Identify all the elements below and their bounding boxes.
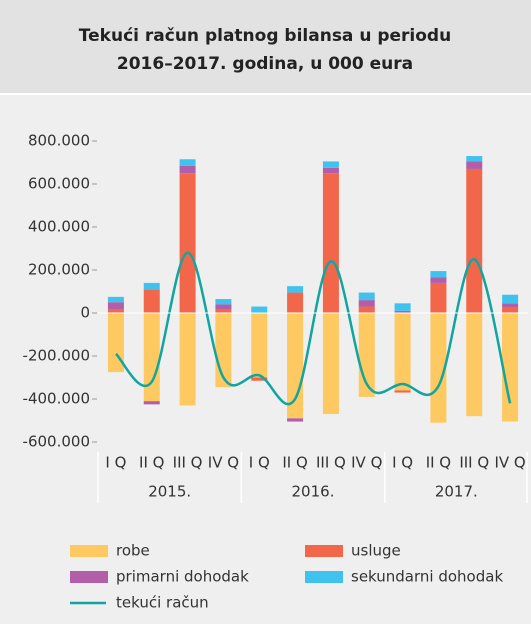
bar (251, 306, 268, 313)
legend-swatch (70, 571, 108, 583)
bar (322, 173, 339, 313)
bar (322, 161, 339, 168)
bar (430, 277, 447, 283)
bar (394, 390, 411, 393)
bar (358, 300, 375, 307)
x-tick-label: IV Q (208, 454, 239, 472)
x-tick-label: I Q (392, 454, 413, 472)
bar (107, 296, 124, 303)
bar (287, 286, 304, 293)
bar (322, 313, 339, 415)
bar (143, 313, 160, 402)
year-label: 2015. (148, 483, 191, 501)
bar (358, 292, 375, 301)
bar (322, 167, 339, 174)
legend-swatch (70, 545, 108, 557)
y-tick-label: -600.000 (23, 433, 90, 451)
x-tick-label: I Q (105, 454, 126, 472)
bar (251, 377, 268, 381)
bar (215, 299, 232, 305)
y-tick-label: -200.000 (23, 347, 90, 365)
bar (287, 418, 304, 422)
chart-title: Tekući račun platnog bilansa u periodu (79, 26, 451, 46)
bar (143, 282, 160, 290)
bar (394, 303, 411, 311)
chart-title: 2016–2017. godina, u 000 eura (117, 54, 413, 74)
y-tick-label: 400.000 (28, 218, 90, 236)
y-tick-label: 0 (80, 304, 90, 322)
bar (215, 304, 232, 310)
y-tick-label: 800.000 (28, 132, 90, 150)
x-tick-label: IV Q (351, 454, 382, 472)
bar (251, 313, 268, 378)
year-label: 2016. (292, 483, 335, 501)
year-label: 2017. (435, 483, 478, 501)
legend-label: tekući račun (116, 594, 209, 612)
line (114, 251, 512, 406)
bar (466, 168, 483, 313)
y-tick-label: -400.000 (23, 390, 90, 408)
bar (430, 271, 447, 278)
bar (358, 306, 375, 313)
bar (179, 313, 196, 406)
x-tick-label: II Q (139, 454, 164, 472)
bar (502, 313, 519, 422)
legend-swatch (305, 545, 343, 557)
legend-label: sekundarni dohodak (351, 568, 503, 586)
bar (502, 303, 519, 308)
x-tick-label: IV Q (494, 454, 525, 472)
x-tick-label: I Q (249, 454, 270, 472)
bar (394, 313, 411, 391)
bar (287, 292, 304, 313)
legend-swatch (305, 571, 343, 583)
legend-label: usluge (351, 542, 401, 560)
x-tick-label: III Q (459, 454, 489, 472)
bar (430, 313, 447, 423)
bar (215, 309, 232, 313)
x-tick-label: II Q (282, 454, 307, 472)
bar (287, 313, 304, 419)
legend-label: primarni dohodak (116, 568, 249, 586)
bar (179, 173, 196, 313)
bar (430, 282, 447, 313)
y-tick-label: 600.000 (28, 175, 90, 193)
x-tick-label: III Q (173, 454, 203, 472)
bar (107, 302, 124, 310)
bar (143, 289, 160, 313)
bar (394, 310, 411, 313)
bar (466, 156, 483, 162)
bar (502, 307, 519, 313)
bar (502, 294, 519, 304)
bar (466, 313, 483, 417)
bar (107, 309, 124, 313)
x-tick-label: III Q (316, 454, 346, 472)
x-tick-label: II Q (426, 454, 451, 472)
legend-label: robe (116, 542, 150, 560)
y-tick-label: 200.000 (28, 261, 90, 279)
bar (466, 161, 483, 169)
bar (179, 159, 196, 166)
bar (143, 401, 160, 405)
header (0, 0, 531, 93)
bar (179, 165, 196, 174)
